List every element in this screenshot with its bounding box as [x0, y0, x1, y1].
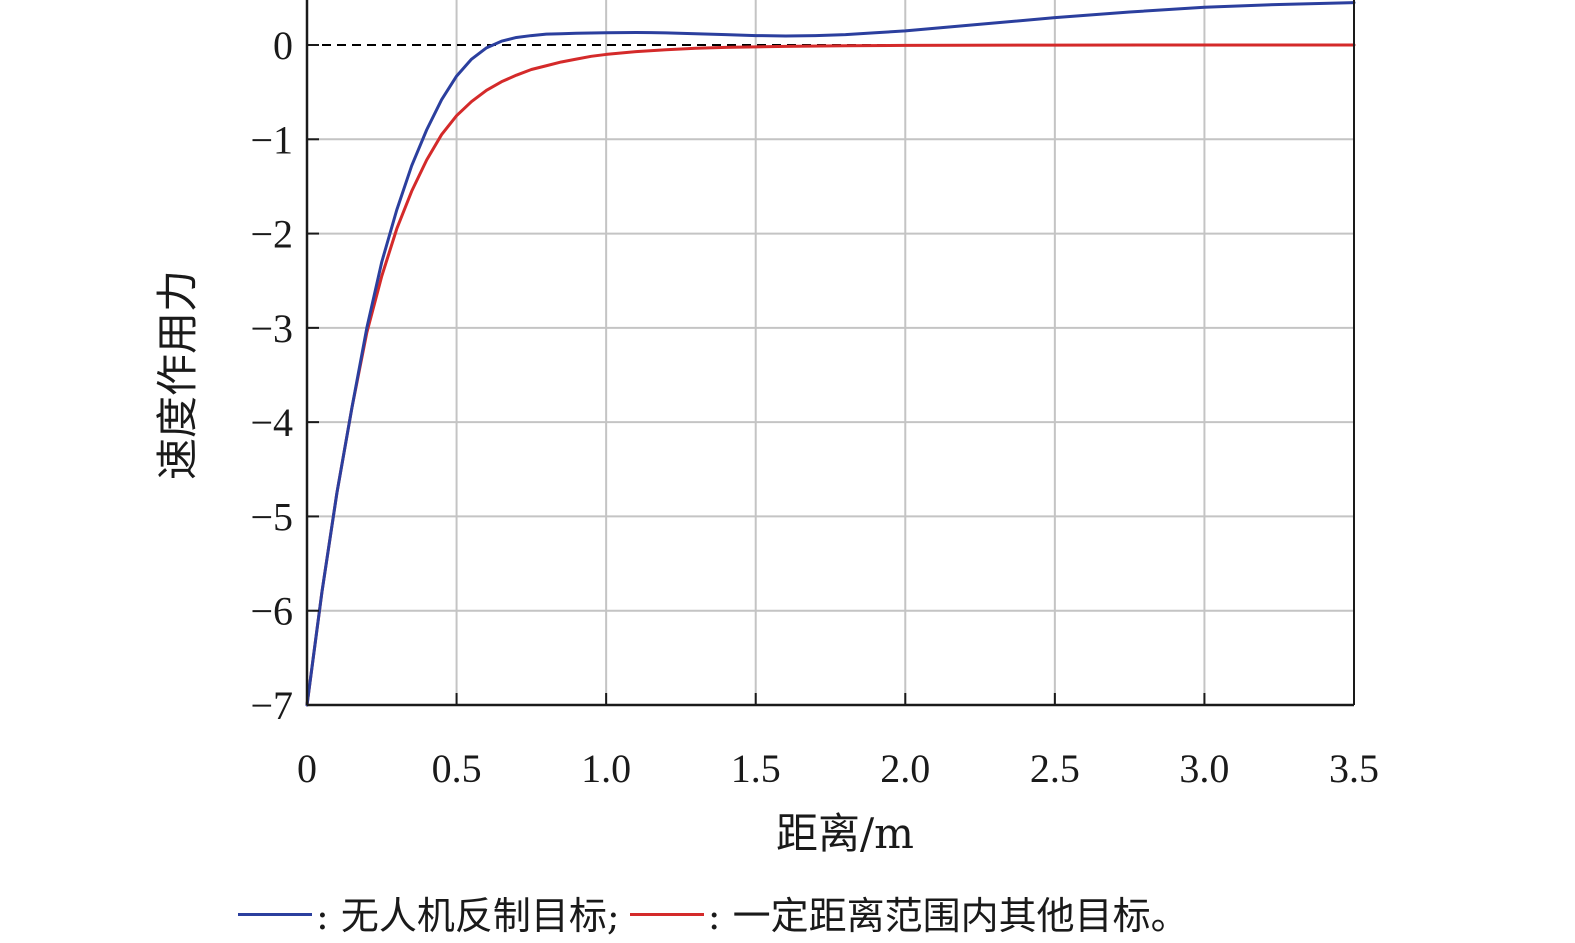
x-tick-label: 3.0	[1179, 746, 1229, 791]
legend-swatch-red	[629, 912, 704, 916]
y-tick-label: −1	[250, 117, 293, 162]
x-tick-label: 0.5	[432, 746, 482, 791]
series-line-blue	[305, 1, 1356, 707]
x-tick-label: 1.5	[731, 746, 781, 791]
y-tick-label: −3	[250, 306, 293, 351]
y-tick-label: −5	[250, 494, 293, 539]
y-tick-label: 0	[273, 23, 293, 68]
x-tick-label: 0	[297, 746, 317, 791]
x-tick-label: 3.5	[1329, 746, 1379, 791]
x-axis-label: 距离/m	[776, 809, 914, 858]
x-tick-label: 2.5	[1030, 746, 1080, 791]
x-tick-label: 1.0	[581, 746, 631, 791]
tick-labels: 0 0.5 1.0 1.5 2.0 2.5 3.0 3.5 0 −1 −2 −3 −4 −5 −6 −7	[250, 23, 1379, 791]
plot-area	[305, 1, 1356, 707]
y-tick-label: −2	[250, 212, 293, 257]
legend-label-other-targets: : 一定距离范围内其他目标。	[707, 893, 1189, 938]
grid-lines	[307, 0, 1354, 705]
legend-swatch-blue	[238, 912, 312, 916]
series-line-red	[305, 43, 1356, 707]
y-tick-label: −7	[250, 683, 293, 728]
x-tick-label: 2.0	[880, 746, 930, 791]
y-axis-label: 速度作用力	[153, 270, 202, 480]
axes	[305, 0, 1355, 707]
y-tick-label: −6	[250, 589, 293, 634]
legend: : 无人机反制目标; : 一定距离范围内其他目标。	[238, 884, 1189, 940]
y-tick-label: −4	[250, 400, 293, 445]
legend-label-drone-target: : 无人机反制目标;	[316, 893, 620, 938]
